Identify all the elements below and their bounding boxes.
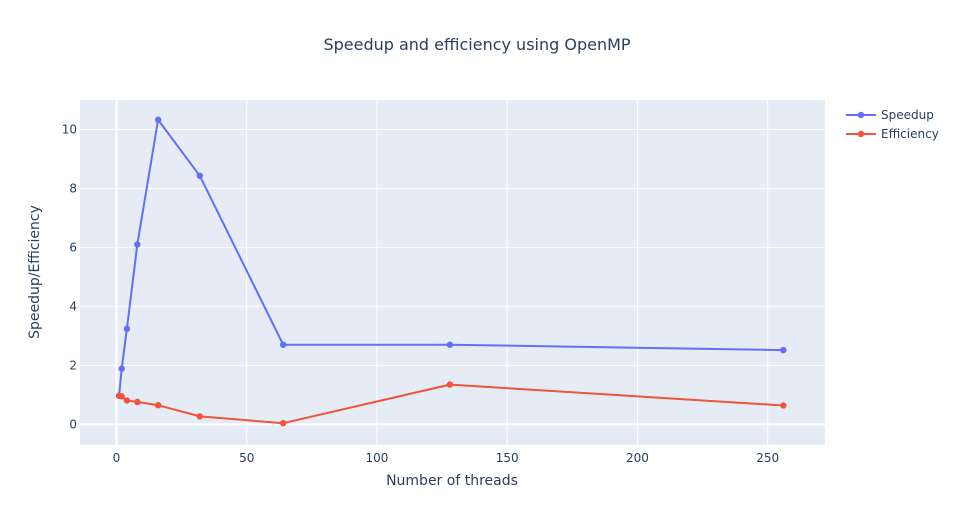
legend[interactable]: Speedup Efficiency (846, 108, 939, 141)
legend-label: Speedup (881, 108, 934, 122)
data-point-efficiency[interactable] (780, 402, 787, 409)
y-tick-label: 0 (69, 417, 77, 431)
legend-label: Efficiency (881, 127, 939, 141)
x-tick-label: 100 (366, 451, 389, 465)
data-point-speedup[interactable] (780, 346, 787, 354)
data-point-efficiency[interactable] (134, 398, 141, 406)
y-tick-label: 6 (69, 240, 77, 254)
series-layer (115, 116, 787, 427)
data-point-speedup[interactable] (134, 241, 141, 248)
data-point-efficiency[interactable] (279, 419, 287, 427)
legend-item-speedup[interactable]: Speedup (846, 108, 934, 122)
data-point-speedup[interactable] (446, 341, 454, 348)
data-point-efficiency[interactable] (446, 381, 454, 388)
plot-area (80, 100, 825, 445)
x-tick-label: 50 (239, 451, 254, 465)
legend-swatch-marker (857, 111, 865, 119)
data-point-efficiency[interactable] (196, 413, 204, 420)
tick-labels: 0 50 100 150 200 250 0 2 4 6 8 10 (62, 122, 779, 465)
data-point-speedup[interactable] (118, 365, 125, 372)
y-tick-label: 8 (69, 181, 77, 195)
data-point-speedup[interactable] (123, 325, 131, 333)
y-axis-title: Speedup/Efficiency (27, 205, 43, 339)
y-tick-label: 4 (69, 299, 77, 313)
data-point-efficiency[interactable] (118, 393, 125, 400)
data-point-speedup[interactable] (196, 172, 204, 179)
legend-swatch-marker (857, 130, 865, 138)
x-tick-label: 200 (626, 451, 649, 465)
data-point-speedup[interactable] (279, 341, 287, 348)
y-tick-label: 2 (69, 358, 77, 372)
data-point-efficiency[interactable] (154, 401, 162, 409)
data-point-speedup[interactable] (154, 116, 162, 123)
x-tick-label: 250 (756, 451, 779, 465)
x-tick-label: 0 (113, 451, 121, 465)
x-axis-title: Number of threads (386, 473, 518, 489)
legend-item-efficiency[interactable]: Efficiency (846, 127, 939, 141)
y-tick-label: 10 (62, 122, 77, 136)
grid-lines (80, 100, 825, 445)
chart-title: Speedup and efficiency using OpenMP (323, 35, 630, 54)
x-tick-label: 150 (496, 451, 519, 465)
data-point-efficiency[interactable] (123, 397, 131, 404)
